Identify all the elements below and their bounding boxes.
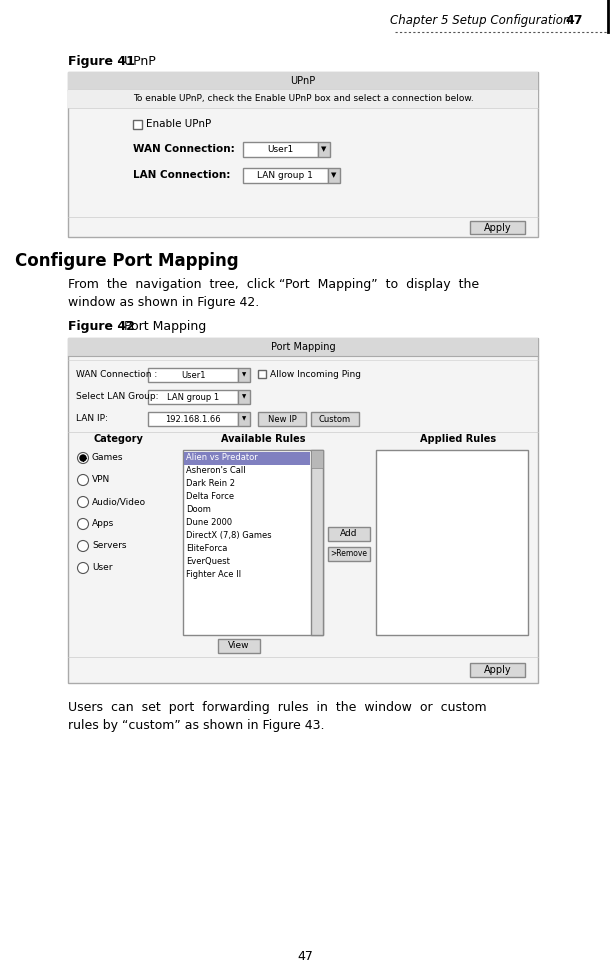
Bar	[311, 450, 323, 635]
Text: User: User	[92, 564, 112, 572]
Text: Dark Rein 2: Dark Rein 2	[186, 479, 235, 488]
Text: UPnP: UPnP	[290, 76, 315, 86]
Bar	[68, 72, 538, 90]
Text: 47: 47	[565, 14, 583, 27]
Text: Chapter 5 Setup Configuration: Chapter 5 Setup Configuration	[390, 14, 570, 27]
Bar	[238, 412, 250, 426]
Circle shape	[77, 563, 88, 573]
Bar	[183, 450, 323, 635]
Bar	[243, 168, 328, 183]
Text: ▼: ▼	[242, 417, 246, 422]
Bar	[328, 547, 370, 561]
Text: ▼: ▼	[321, 146, 327, 152]
Bar	[311, 450, 323, 468]
Bar	[148, 368, 238, 382]
Text: DirectX (7,8) Games: DirectX (7,8) Games	[186, 531, 271, 540]
Text: New IP: New IP	[268, 415, 296, 424]
Bar	[238, 368, 250, 382]
Bar	[470, 663, 525, 677]
Text: Alien vs Predator: Alien vs Predator	[186, 453, 258, 462]
Text: Delta Force: Delta Force	[186, 492, 234, 501]
Text: 47: 47	[297, 950, 313, 963]
Text: EliteForca: EliteForca	[186, 544, 228, 553]
Bar	[133, 120, 142, 129]
Text: rules by “custom” as shown in Figure 43.: rules by “custom” as shown in Figure 43.	[68, 719, 325, 732]
Text: User1: User1	[267, 145, 293, 153]
Text: 192.168.1.66: 192.168.1.66	[165, 415, 221, 424]
Circle shape	[77, 497, 88, 508]
Text: Allow Incoming Ping: Allow Incoming Ping	[270, 370, 361, 379]
Bar	[470, 221, 525, 234]
Text: >Remove: >Remove	[331, 549, 367, 559]
Text: Apply: Apply	[484, 665, 512, 675]
Text: Asheron's Call: Asheron's Call	[186, 466, 246, 475]
Bar	[68, 338, 538, 683]
Text: UPnP: UPnP	[120, 55, 156, 68]
Text: WAN Connection:: WAN Connection:	[133, 144, 235, 154]
Text: Servers: Servers	[92, 541, 126, 550]
Text: Audio/Video: Audio/Video	[92, 498, 146, 507]
Text: Dune 2000: Dune 2000	[186, 518, 232, 527]
Bar	[258, 370, 266, 378]
Text: To enable UPnP, check the Enable UPnP box and select a connection below.: To enable UPnP, check the Enable UPnP bo…	[132, 95, 473, 103]
Bar	[68, 338, 538, 356]
Text: Custom: Custom	[319, 415, 351, 424]
Text: VPN: VPN	[92, 476, 110, 484]
Text: ▼: ▼	[331, 172, 337, 178]
Text: User1: User1	[181, 371, 205, 379]
Text: Enable UPnP: Enable UPnP	[146, 119, 211, 129]
Bar	[238, 390, 250, 404]
Circle shape	[77, 518, 88, 530]
Text: Figure 42: Figure 42	[68, 320, 135, 333]
Text: LAN IP:: LAN IP:	[76, 414, 108, 423]
Text: From  the  navigation  tree,  click “Port  Mapping”  to  display  the: From the navigation tree, click “Port Ma…	[68, 278, 479, 291]
Text: LAN Connection:: LAN Connection:	[133, 170, 231, 180]
Bar	[328, 168, 340, 183]
Text: Applied Rules: Applied Rules	[420, 434, 496, 444]
Text: LAN group 1: LAN group 1	[257, 171, 313, 179]
Text: View: View	[228, 642, 249, 650]
Bar	[148, 412, 238, 426]
Text: Apps: Apps	[92, 519, 114, 529]
Text: ▼: ▼	[242, 372, 246, 377]
Text: Doom: Doom	[186, 505, 211, 514]
Bar	[258, 412, 306, 426]
Circle shape	[80, 455, 86, 461]
Text: Apply: Apply	[484, 223, 512, 233]
Bar	[68, 72, 538, 237]
Text: Games: Games	[92, 454, 123, 462]
Text: Figure 41: Figure 41	[68, 55, 135, 68]
Text: window as shown in Figure 42.: window as shown in Figure 42.	[68, 296, 259, 309]
Text: Category: Category	[93, 434, 143, 444]
Bar	[376, 450, 528, 635]
Text: EverQuest: EverQuest	[186, 557, 230, 566]
Text: Port Mapping: Port Mapping	[271, 342, 336, 352]
Circle shape	[77, 453, 88, 463]
Bar	[68, 90, 538, 108]
Text: Available Rules: Available Rules	[221, 434, 305, 444]
Text: Configure Port Mapping: Configure Port Mapping	[15, 252, 239, 270]
Text: WAN Connection :: WAN Connection :	[76, 370, 157, 379]
Text: LAN group 1: LAN group 1	[167, 393, 219, 401]
Circle shape	[77, 540, 88, 552]
Text: Add: Add	[340, 530, 357, 538]
Bar	[218, 639, 260, 653]
Bar	[311, 412, 359, 426]
Bar	[184, 452, 310, 465]
Bar	[243, 142, 318, 157]
Bar	[318, 142, 330, 157]
Circle shape	[77, 475, 88, 485]
Text: Users  can  set  port  forwarding  rules  in  the  window  or  custom: Users can set port forwarding rules in t…	[68, 701, 487, 714]
Bar	[148, 390, 238, 404]
Text: ▼: ▼	[242, 395, 246, 400]
Bar	[328, 527, 370, 541]
Text: Select LAN Group:: Select LAN Group:	[76, 392, 159, 401]
Text: Port Mapping: Port Mapping	[120, 320, 206, 333]
Text: Fighter Ace II: Fighter Ace II	[186, 570, 241, 579]
